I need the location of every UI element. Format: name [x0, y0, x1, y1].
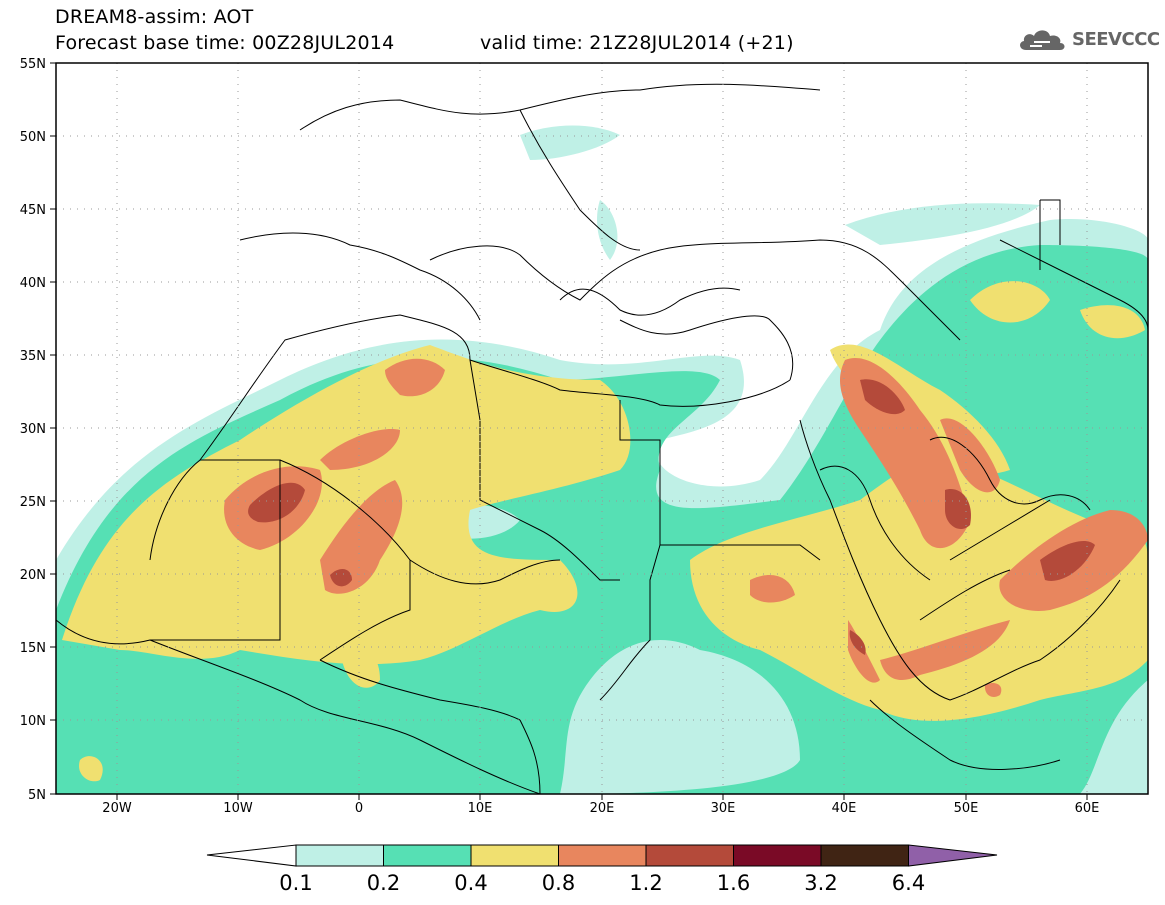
lon-label: 20E	[590, 801, 615, 816]
colorbar-label: 0.1	[279, 871, 312, 895]
colorbar-label: 0.8	[542, 871, 575, 895]
colorbar-segment	[295, 844, 384, 867]
seevccc-logo: SEEVCCC	[1016, 25, 1160, 53]
lat-label: 30N	[20, 422, 46, 437]
latitude-labels: 5N 10N 15N 20N 25N 30N 35N 40N 45N 50N 5…	[20, 57, 46, 803]
lat-label: 20N	[20, 568, 46, 583]
colorbar-segment	[645, 844, 734, 867]
valid-time: valid time: 21Z28JUL2014 (+21)	[480, 32, 794, 54]
lat-label: 15N	[20, 641, 46, 656]
colorbar-label: 3.2	[804, 871, 837, 895]
colorbar-segment	[470, 844, 559, 867]
lon-label: 10E	[468, 801, 493, 816]
cloud-icon	[1020, 30, 1065, 50]
aot-level-1-2	[248, 379, 1095, 655]
axis-ticks	[50, 62, 1088, 800]
lat-label: 55N	[20, 57, 46, 72]
forecast-base-time: Forecast base time: 00Z28JUL2014	[55, 32, 395, 54]
map-grid	[56, 63, 1148, 794]
lat-label: 25N	[20, 495, 46, 510]
lat-label: 45N	[20, 203, 46, 218]
lon-label: 20W	[102, 801, 132, 816]
colorbar-segment	[383, 844, 472, 867]
logo-text: SEEVCCC	[1072, 28, 1160, 50]
aot-level-0-4	[62, 281, 1148, 782]
lat-label: 40N	[20, 276, 46, 291]
lon-label: 0	[355, 801, 363, 816]
colorbar-segment	[558, 844, 647, 867]
colorbar-label: 1.2	[629, 871, 662, 895]
lon-label: 30E	[711, 801, 736, 816]
colorbar-label: 0.2	[367, 871, 400, 895]
colorbar	[206, 844, 998, 867]
lat-label: 10N	[20, 714, 46, 729]
colorbar-high-arrow	[908, 844, 998, 867]
lat-label: 35N	[20, 349, 46, 364]
colorbar-label: 1.6	[717, 871, 750, 895]
lon-label: 40E	[832, 801, 857, 816]
lon-label: 60E	[1075, 801, 1100, 816]
coastlines	[56, 83, 1148, 794]
lon-label: 50E	[954, 801, 979, 816]
colorbar-segment	[820, 844, 909, 867]
lat-label: 5N	[28, 788, 46, 803]
colorbar-low-arrow	[206, 844, 297, 867]
colorbar-label: 6.4	[892, 871, 925, 895]
map-title: DREAM8-assim: AOT	[55, 6, 254, 28]
lat-label: 50N	[20, 130, 46, 145]
colorbar-segment	[733, 844, 822, 867]
colorbar-labels: 0.1 0.2 0.4 0.8 1.2 1.6 3.2 6.4	[279, 871, 925, 895]
colorbar-label: 0.4	[454, 871, 487, 895]
longitude-labels: 20W 10W 0 10E 20E 30E 40E 50E 60E	[102, 801, 1099, 816]
lon-label: 10W	[223, 801, 253, 816]
